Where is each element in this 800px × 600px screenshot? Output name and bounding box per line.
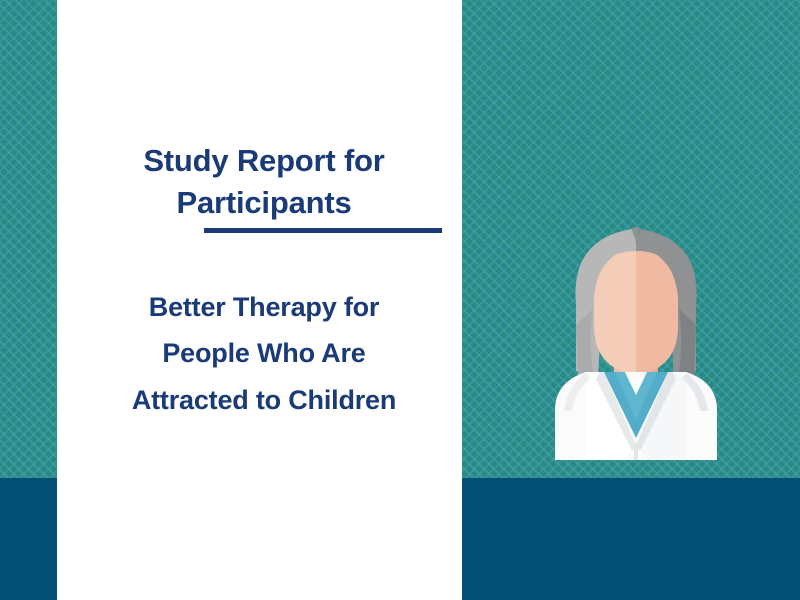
- title-underline-rule: [204, 228, 442, 233]
- healthcare-worker-illustration: [528, 205, 744, 460]
- left-white-gutter: [57, 0, 67, 600]
- subtitle-line-3: Attracted to Children: [131, 384, 397, 415]
- page-subtitle: Better Therapy for People Who Are Attrac…: [74, 284, 454, 423]
- subtitle-line-2: People Who Are: [162, 338, 366, 369]
- hair-front-group: [575, 227, 697, 377]
- page-title: Study Report for Participants: [143, 143, 385, 220]
- lab-coat-group: [555, 372, 717, 460]
- subtitle-line-1: Better Therapy for: [148, 292, 380, 322]
- text-content-block: Study Report for Participants Better The…: [66, 0, 462, 600]
- face-group: [594, 251, 678, 375]
- white-content-panel: [66, 0, 462, 600]
